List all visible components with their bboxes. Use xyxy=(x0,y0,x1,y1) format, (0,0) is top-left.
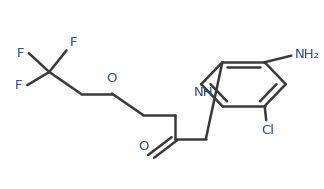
Text: O: O xyxy=(107,72,117,85)
Text: O: O xyxy=(138,140,148,153)
Text: NH₂: NH₂ xyxy=(295,48,319,61)
Text: F: F xyxy=(17,47,24,60)
Text: F: F xyxy=(15,79,23,92)
Text: Cl: Cl xyxy=(261,124,274,137)
Text: NH: NH xyxy=(193,87,213,99)
Text: F: F xyxy=(70,36,77,49)
